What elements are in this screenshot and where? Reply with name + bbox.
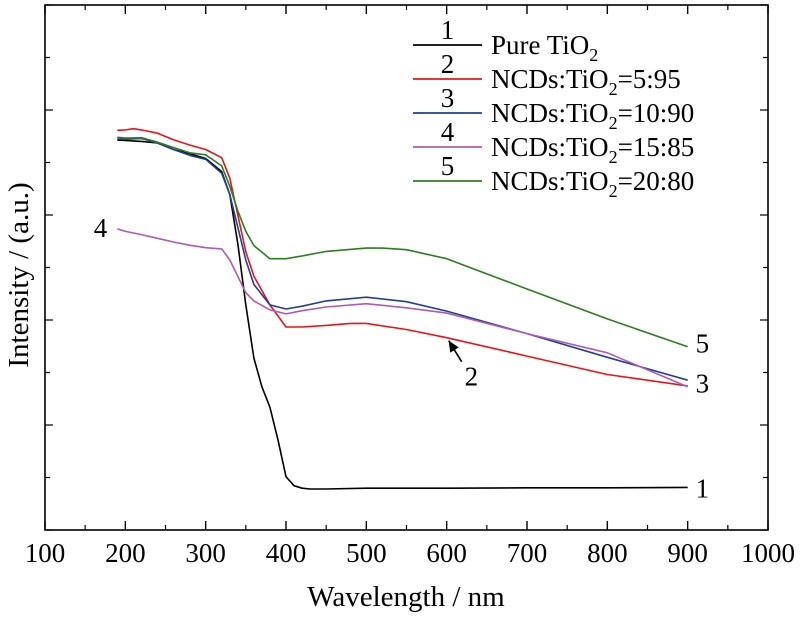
x-tick-label: 100 <box>25 538 66 568</box>
curve-label-1: 1 <box>696 473 710 503</box>
series-layer <box>117 127 689 490</box>
series-line-5 <box>117 136 688 348</box>
x-axis-ticks: 100 200 300 400 500 600 700 800 900 1000 <box>25 5 795 568</box>
legend-number-2: 2 <box>441 49 455 79</box>
x-tick-label: 400 <box>266 538 307 568</box>
x-axis-title: Wavelength / nm <box>307 581 505 613</box>
y-axis-title: Intensity / (a.u.) <box>3 182 35 367</box>
x-tick-label: 200 <box>105 538 146 568</box>
series-line-4 <box>117 228 689 388</box>
x-tick-label: 1000 <box>741 538 795 568</box>
legend-label-1: Pure TiO2 <box>491 30 598 65</box>
curve-label-2: 2 <box>465 362 479 392</box>
x-tick-label: 500 <box>346 538 387 568</box>
legend-number-5: 5 <box>441 151 455 181</box>
legend-number-4: 4 <box>441 117 455 147</box>
curve-label-3: 3 <box>696 369 710 399</box>
annotation-layer: 1 2 3 4 5 <box>94 213 709 503</box>
legend-label-4: NCDs:TiO2=15:85 <box>491 132 694 167</box>
x-tick-label: 600 <box>426 538 467 568</box>
x-tick-label: 700 <box>507 538 548 568</box>
x-tick-label: 300 <box>185 538 226 568</box>
x-tick-label: 800 <box>587 538 628 568</box>
series-line-3 <box>117 137 688 381</box>
series-line-2 <box>117 127 688 387</box>
legend-number-1: 1 <box>441 15 455 45</box>
legend: 1 Pure TiO2 2 NCDs:TiO2=5:95 3 NCDs:TiO2=10:9… <box>413 15 694 201</box>
legend-label-3: NCDs:TiO2=10:90 <box>491 98 694 133</box>
x-tick-label: 900 <box>667 538 708 568</box>
legend-label-5: NCDs:TiO2=20:80 <box>491 166 694 201</box>
y-axis-ticks <box>45 4 768 531</box>
legend-number-3: 3 <box>441 83 455 113</box>
curve-label-5: 5 <box>696 329 710 359</box>
curve-label-arrowhead <box>448 340 459 353</box>
legend-label-2: NCDs:TiO2=5:95 <box>491 64 681 99</box>
curve-label-4: 4 <box>94 213 108 243</box>
